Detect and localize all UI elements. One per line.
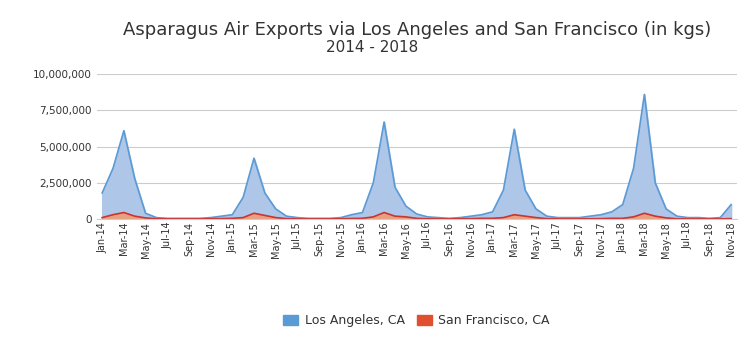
Title: Asparagus Air Exports via Los Angeles and San Francisco (in kgs): Asparagus Air Exports via Los Angeles an…: [123, 21, 711, 39]
Text: 2014 - 2018: 2014 - 2018: [326, 40, 418, 56]
Legend: Los Angeles, CA, San Francisco, CA: Los Angeles, CA, San Francisco, CA: [278, 309, 555, 332]
